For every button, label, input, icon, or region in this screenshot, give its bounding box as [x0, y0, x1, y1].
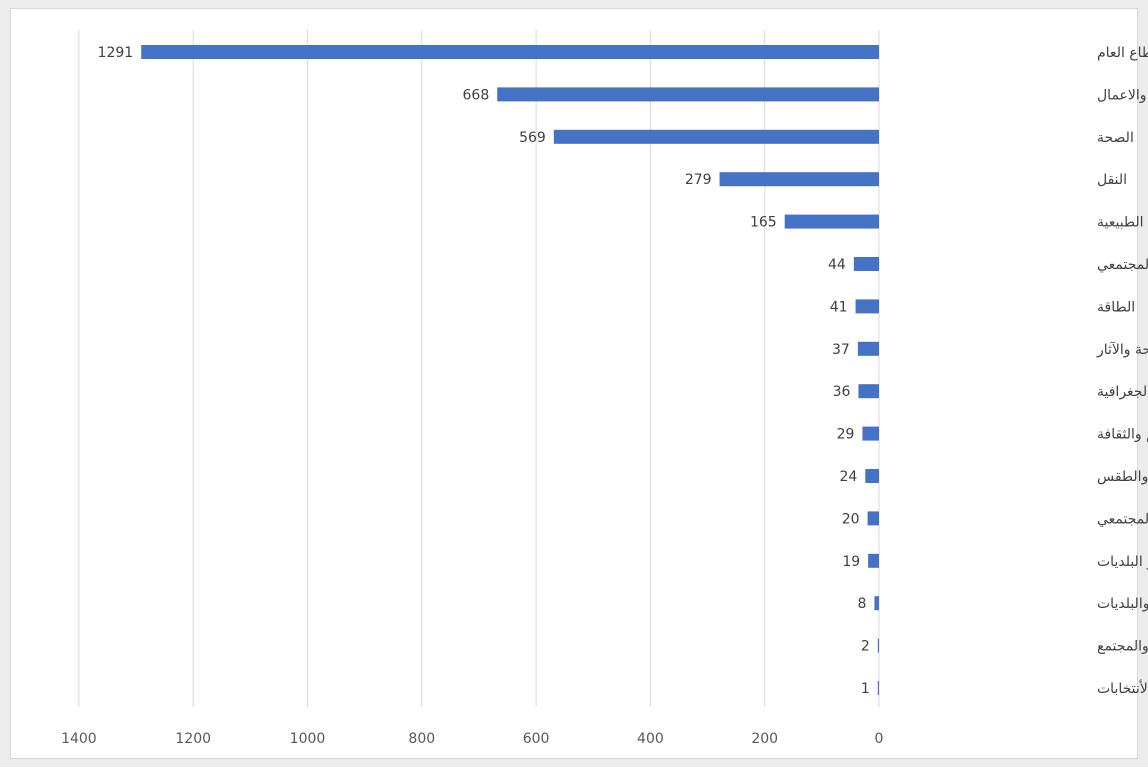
bar [784, 214, 879, 229]
data-label: 19 [842, 554, 860, 570]
category-label: الخرائط والمواقع الجغرافية [1097, 384, 1148, 400]
category-label: الصحة [1097, 130, 1134, 146]
bar [874, 596, 879, 611]
bar [855, 299, 879, 314]
data-label: 2 [861, 639, 870, 655]
data-label: 8 [858, 596, 867, 612]
category-label: التنمية الأجتماعية و الأمان المجتمعي [1097, 509, 1148, 527]
data-label: 20 [842, 511, 860, 527]
bar [553, 129, 879, 144]
bar [497, 87, 879, 102]
x-axis-tick-labels: 0 200 400 600 800 1000 1200 1400 [61, 731, 883, 747]
data-label: 279 [685, 172, 712, 188]
category-label: السياحة والآثار [1096, 342, 1148, 358]
x-tick-label: 1400 [61, 731, 97, 747]
data-label: 29 [837, 427, 855, 443]
category-label: التعليم والثقافة [1097, 427, 1148, 443]
bar [141, 45, 880, 59]
category-label: المحافظات والبلديات [1097, 596, 1148, 612]
data-label: 24 [839, 469, 857, 485]
x-tick-label: 600 [523, 731, 550, 747]
data-label: 1 [861, 681, 870, 697]
category-label: التنمية السياسية و الأنتخابات [1097, 679, 1148, 697]
category-label: المحافظات و البلديات [1097, 554, 1148, 570]
data-label: 37 [832, 342, 850, 358]
category-label: الاقتصاد والاعمال [1097, 87, 1148, 103]
bar [865, 469, 879, 483]
x-tick-label: 1000 [290, 731, 326, 747]
bar [867, 511, 879, 526]
data-label: 668 [463, 87, 490, 103]
data-label: 1291 [98, 45, 134, 61]
bar [868, 553, 879, 568]
data-label: 569 [519, 130, 546, 146]
bar [858, 384, 879, 399]
category-label: النقل [1097, 172, 1127, 188]
bar [853, 257, 879, 271]
x-tick-label: 800 [408, 731, 435, 747]
data-labels: 1291 668 569 279 165 44 41 37 36 29 24 20 19 8 2 1 [98, 45, 870, 697]
category-label: السكان والمجتمع [1097, 639, 1148, 655]
data-label: 44 [828, 257, 846, 273]
category-label: الطاقة [1097, 299, 1135, 315]
category-labels: الحكومة و القطاع العام الاقتصاد والاعمال ا… [1096, 45, 1148, 697]
data-label: 165 [750, 215, 777, 231]
bar [862, 426, 879, 441]
bar [857, 341, 879, 356]
data-label: 41 [830, 299, 848, 315]
bar [877, 681, 879, 695]
category-label: الثروة الزراعية و الموارد الطبيعية [1097, 215, 1148, 231]
bar [877, 638, 879, 653]
x-tick-label: 200 [751, 731, 778, 747]
bars [141, 45, 880, 695]
x-tick-label: 0 [875, 731, 884, 747]
category-label: البيئة والطقس [1097, 469, 1148, 485]
data-label: 36 [833, 384, 851, 400]
category-label: العدالة و السلم المجتمعي [1097, 257, 1148, 273]
x-tick-label: 400 [637, 731, 664, 747]
bar [719, 172, 879, 187]
x-tick-label: 1200 [175, 731, 211, 747]
category-label: الحكومة و القطاع العام [1097, 45, 1148, 61]
